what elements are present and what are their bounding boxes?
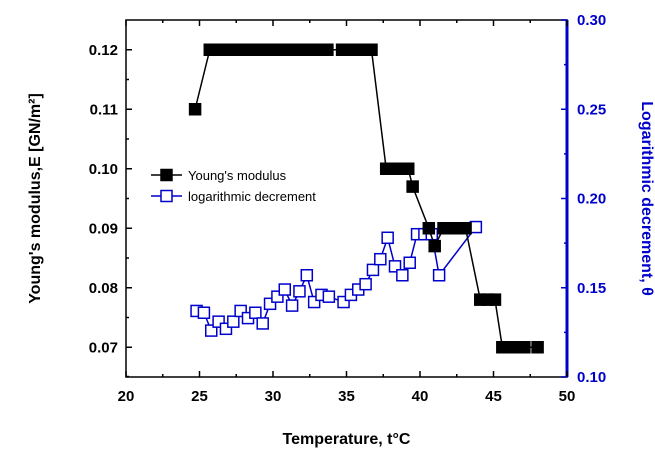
data-point [307,295,321,309]
x-tick-label: 45 [485,388,502,405]
data-point [249,306,262,319]
data-point [432,269,446,282]
right-axis-title: Logarithmic decrement, θ [638,101,655,295]
data-point [396,269,409,282]
data-point [278,283,292,296]
data-point [263,297,277,311]
data-point [300,269,314,282]
legend-label-youngs-modulus: Young's modulus [188,168,287,183]
data-point [197,306,211,319]
legend: Young's modulus logarithmic decrement [151,168,316,204]
data-point [365,43,378,56]
left-tick-label: 0.07 [89,339,118,356]
data-point [488,293,502,306]
data-point [406,180,419,193]
right-tick-label: 0.20 [577,191,606,208]
left-tick-label: 0.12 [89,42,118,59]
left-tick-label: 0.10 [89,161,118,178]
left-tick-label: 0.09 [89,220,118,237]
x-tick-label: 20 [118,388,135,405]
data-point [359,277,372,291]
right-tick-label: 0.15 [577,280,606,297]
left-axis-ticks: 0.07 0.08 0.09 0.10 0.11 0.12 [89,42,132,378]
data-point [374,252,387,266]
data-point [322,290,336,303]
data-point [403,256,416,270]
x-tick-label: 50 [559,388,576,405]
x-tick-label: 30 [265,388,282,405]
data-point [459,222,472,235]
data-point [234,304,247,318]
right-tick-label: 0.10 [577,369,606,386]
right-axis-ticks: 0.10 0.15 0.20 0.25 0.30 [561,12,606,386]
data-point [337,295,350,309]
data-point [188,103,202,116]
data-point [205,324,218,337]
data-point [518,341,531,354]
data-point [256,317,269,330]
data-point [428,239,441,253]
data-point [293,285,306,298]
data-point [531,341,544,354]
data-point [388,260,402,273]
data-point [271,290,284,303]
legend-label-log-decrement: logarithmic decrement [188,189,316,204]
data-point [366,263,380,277]
data-point [212,315,225,328]
x-tick-label: 35 [338,388,355,405]
x-tick-label: 40 [412,388,429,405]
data-point [227,315,240,328]
data-point [401,162,415,175]
right-tick-label: 0.25 [577,101,606,118]
data-point [219,322,233,336]
left-axis-title: Young's modulus,E [GN/m²] [27,93,44,304]
legend-marker-youngs-modulus [160,168,173,182]
data-point [285,299,299,312]
left-tick-label: 0.08 [89,280,118,297]
data-point [422,222,436,235]
youngs-modulus-series [188,43,544,354]
x-axis-ticks: 20 25 30 35 40 45 50 [118,20,576,405]
x-axis-title: Temperature, t°C [283,431,411,448]
left-tick-label: 0.11 [90,101,118,118]
log-decrement-series [190,220,483,337]
data-point [321,43,334,56]
right-tick-label: 0.30 [577,12,606,29]
data-point [381,231,394,245]
x-tick-label: 25 [191,388,208,405]
data-point [469,220,483,234]
legend-marker-log-decrement [160,189,173,203]
